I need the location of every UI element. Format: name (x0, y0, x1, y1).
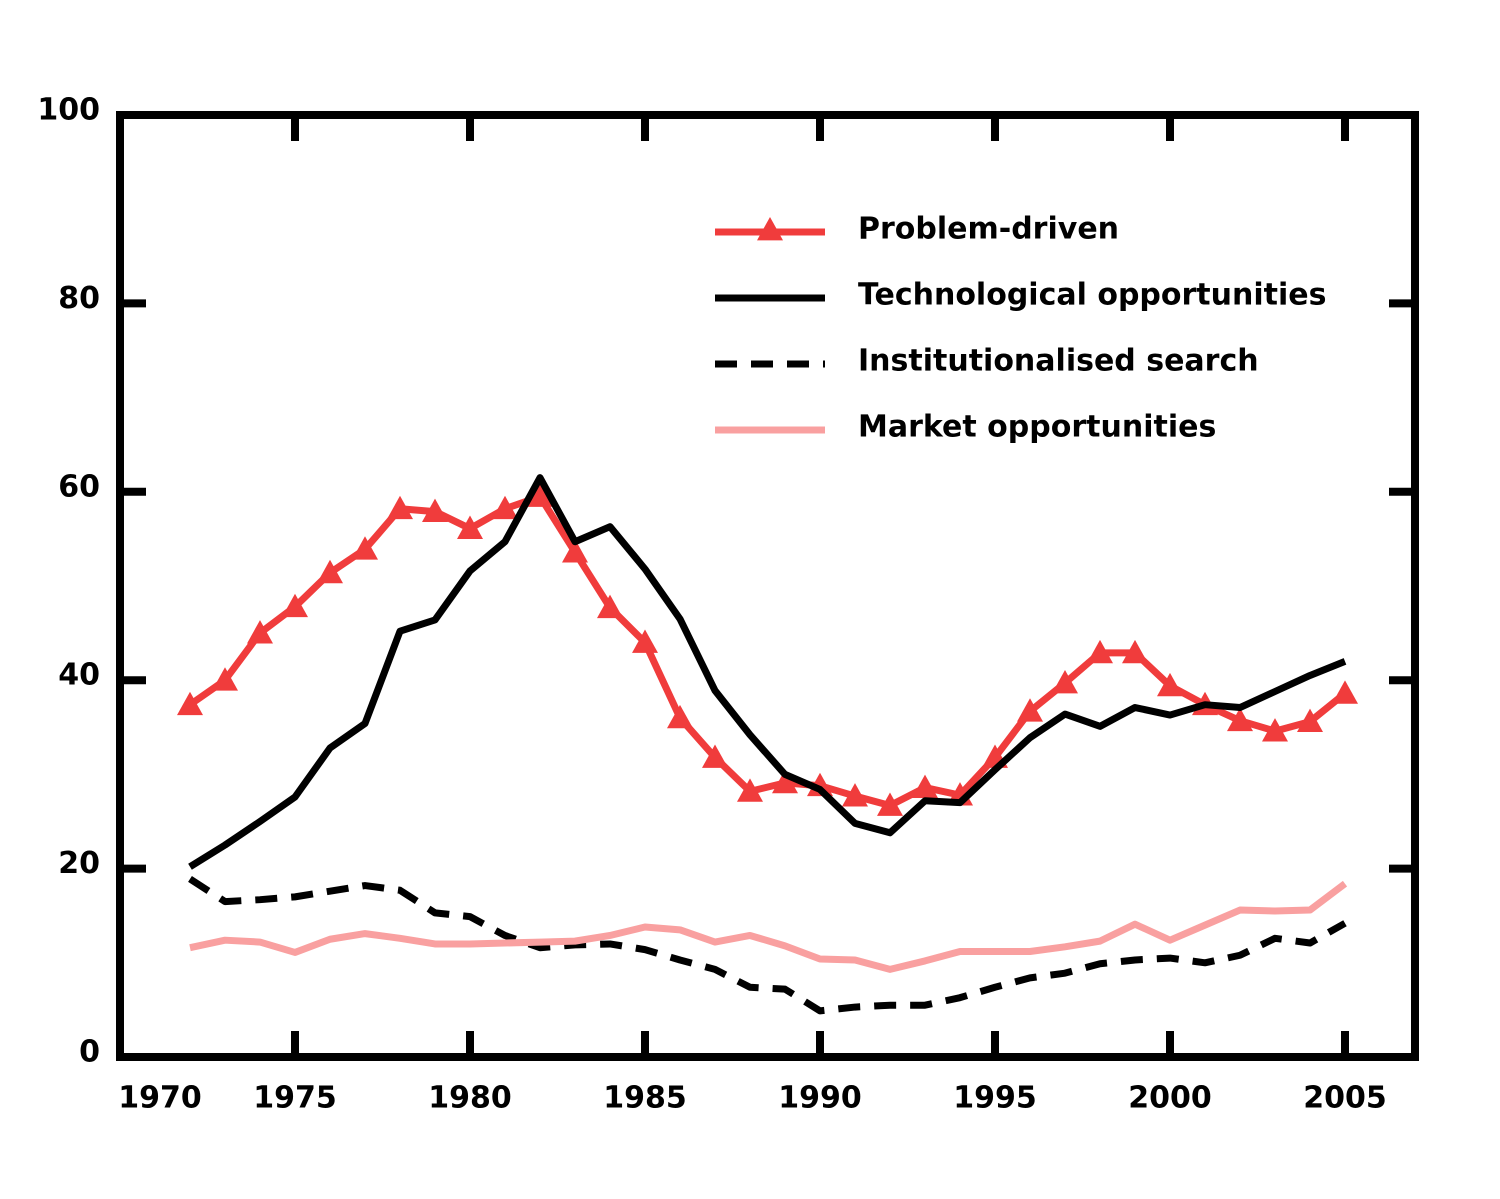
marker (632, 629, 658, 653)
marker (317, 559, 343, 584)
marker (737, 778, 763, 802)
legend-label: Problem-driven (858, 212, 1119, 247)
marker (912, 774, 938, 798)
marker (527, 483, 553, 507)
x-tick-label: 1980 (428, 1081, 512, 1116)
y-tick-label: 60 (58, 469, 100, 504)
legend-marker (757, 217, 783, 241)
marker (562, 539, 588, 563)
marker (212, 667, 238, 691)
marker (457, 515, 483, 539)
y-tick-label: 0 (79, 1035, 100, 1070)
plot-frame (116, 111, 1419, 1061)
x-tick-label: 2005 (1303, 1081, 1387, 1116)
marker (1332, 680, 1358, 704)
y-tick-label: 40 (58, 658, 100, 693)
marker (597, 594, 623, 619)
series-line (188, 474, 1347, 870)
x-tick-label: 1985 (603, 1081, 687, 1116)
x-tick-label: 1970 (118, 1081, 202, 1116)
marker (842, 783, 868, 807)
series-line (188, 876, 1347, 1015)
marker (387, 495, 413, 520)
legend-label: Market opportunities (858, 410, 1216, 445)
marker (772, 769, 798, 794)
marker (422, 498, 448, 522)
marker (667, 704, 693, 729)
x-tick-label: 2000 (1128, 1081, 1212, 1116)
marker (1122, 639, 1148, 664)
marker (702, 744, 728, 768)
marker (1087, 639, 1113, 664)
marker (1297, 708, 1323, 733)
marker (352, 536, 378, 560)
x-tick-label: 1990 (778, 1081, 862, 1116)
marker (1157, 672, 1183, 697)
y-tick-label: 20 (58, 846, 100, 881)
legend-label: Technological opportunities (858, 278, 1326, 313)
x-tick-label: 1975 (253, 1081, 337, 1116)
marker (177, 691, 203, 716)
marker (492, 495, 518, 520)
marker (1227, 707, 1253, 732)
x-tick-label: 1995 (953, 1081, 1037, 1116)
marker (282, 593, 308, 618)
marker (1052, 670, 1078, 694)
marker (247, 620, 273, 644)
y-tick-label: 80 (58, 281, 100, 316)
series-line (187, 493, 1348, 809)
y-tick-label: 100 (37, 93, 100, 128)
marker (1017, 698, 1043, 722)
series-line (189, 880, 1348, 973)
marker (877, 792, 903, 816)
legend-label: Institutionalised search (858, 344, 1259, 379)
marker (1262, 718, 1288, 742)
